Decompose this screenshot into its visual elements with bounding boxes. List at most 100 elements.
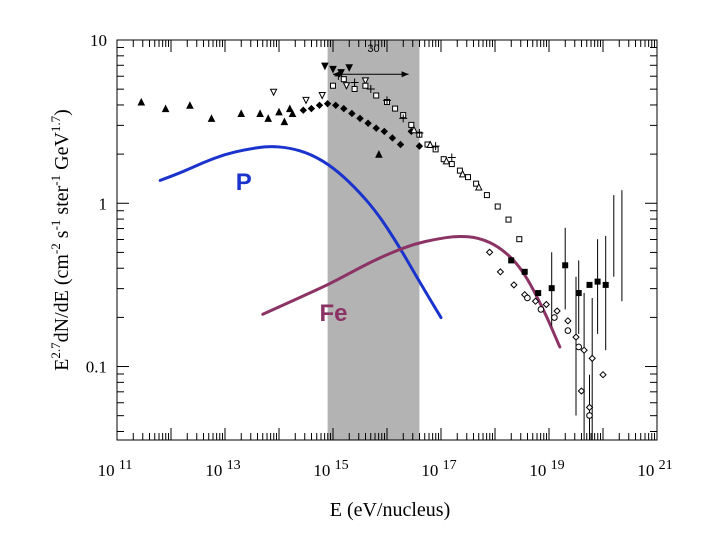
y-axis-title-part: -1 <box>48 175 63 186</box>
data-point-square <box>594 278 601 285</box>
data-point-triangle-open <box>458 169 467 178</box>
data-point-triangle-down-open <box>269 88 278 97</box>
x-tick-label: 10 11 <box>98 458 133 480</box>
data-point-triangle <box>285 104 294 113</box>
data-point-diamond <box>364 119 372 127</box>
data-point-diamond <box>348 109 356 118</box>
y-tick-label: 10 <box>90 31 107 50</box>
data-point-square <box>602 281 609 288</box>
data-point-square-open <box>330 82 336 89</box>
data-point-triangle <box>280 117 289 126</box>
y-axis-title-part: dN/dE (cm <box>51 254 73 343</box>
data-point-triangle-down-open <box>361 77 370 85</box>
data-point-diamond <box>323 99 332 108</box>
x-tick-label: 10 19 <box>529 458 564 480</box>
x-tick-base: 10 <box>98 461 119 480</box>
data-point-triangle <box>288 109 297 117</box>
y-axis-title-part: E <box>51 359 73 371</box>
data-point-triangle-down-open <box>318 92 327 100</box>
data-point-square <box>521 268 528 275</box>
data-point-diamond-open <box>585 403 594 412</box>
data-point-diamond-open <box>577 387 586 395</box>
data-point-diamond <box>307 104 316 113</box>
data-point-diamond-open <box>531 297 540 305</box>
data-point-square-open <box>373 92 380 99</box>
data-point-cross <box>350 78 359 87</box>
data-point-diamond <box>380 127 389 136</box>
x-tick-exponent: 19 <box>551 458 565 473</box>
data-point-diamond-open <box>572 333 580 341</box>
data-point-triangle <box>237 109 246 117</box>
data-point-triangle-down <box>337 69 345 77</box>
data-point-triangle-down <box>329 65 337 74</box>
data-point-diamond <box>299 106 308 114</box>
data-point-diamond <box>356 114 364 123</box>
data-point-diamond <box>372 124 380 132</box>
data-point-triangle-open <box>410 125 418 134</box>
band-arrow-head-right <box>401 71 409 78</box>
curve-label-p: P <box>236 169 252 196</box>
x-tick-label: 10 13 <box>205 458 240 480</box>
data-point-triangle <box>207 114 216 122</box>
data-point-circle-open <box>551 314 558 321</box>
y-tick-label: 0.1 <box>86 358 107 377</box>
data-points <box>137 62 623 440</box>
data-point-square-open <box>505 216 512 223</box>
data-point-square-open <box>494 203 501 210</box>
data-point-cross <box>334 71 343 80</box>
data-point-diamond-open <box>542 300 551 309</box>
x-tick-label: 10 15 <box>313 458 348 480</box>
y-axis-title-part: 2.7 <box>48 342 63 359</box>
x-tick-exponent: 15 <box>335 458 349 473</box>
data-point-circle-open <box>564 327 572 334</box>
data-point-triangle <box>137 97 146 106</box>
data-point-triangle-open <box>442 156 451 165</box>
y-tick-label: 1 <box>99 194 108 213</box>
data-point-diamond-open <box>553 307 561 315</box>
knee-band-layer: 30 <box>327 40 420 440</box>
data-point-triangle-down <box>321 62 329 71</box>
knee-band <box>327 40 420 440</box>
data-point-triangle <box>256 109 264 117</box>
curve-label-fe: Fe <box>320 300 348 327</box>
data-point-triangle-down-open <box>342 82 351 90</box>
data-point-diamond-open <box>588 354 596 363</box>
data-point-square-open <box>362 82 369 89</box>
data-point-diamond <box>415 142 424 150</box>
band-label: 30 <box>367 43 379 55</box>
y-axis-title-part: -2 <box>48 243 63 254</box>
y-axis-title-part: GeV <box>51 132 73 175</box>
x-tick-label: 10 17 <box>421 458 456 480</box>
data-point-cross <box>399 114 408 123</box>
data-point-square <box>562 262 569 269</box>
data-point-square-open <box>408 121 415 128</box>
data-point-cross <box>447 153 456 162</box>
data-point-diamond-open <box>580 346 588 354</box>
x-tick-exponent: 21 <box>659 458 673 473</box>
y-axis-title-part: ) <box>51 109 73 116</box>
data-point-square <box>586 281 593 288</box>
data-point-triangle <box>186 101 194 109</box>
x-tick-base: 10 <box>421 461 442 480</box>
x-tick-base: 10 <box>205 461 226 480</box>
x-tick-exponent: 13 <box>227 458 241 473</box>
data-point-cross <box>366 84 375 93</box>
data-point-diamond-open <box>564 317 572 325</box>
y-axis-title: E2.7dN/dE (cm-2 s-1 ster-1 GeV1.7) <box>48 109 73 371</box>
data-point-diamond-open <box>599 370 607 379</box>
data-point-square-open <box>392 105 399 112</box>
data-point-square-open <box>516 236 523 243</box>
data-point-square <box>575 290 582 297</box>
data-point-diamond <box>340 104 348 113</box>
y-axis-title-part: 1.7 <box>48 115 63 132</box>
data-point-diamond <box>315 101 324 110</box>
data-point-circle-open <box>524 294 531 302</box>
plot-frame <box>116 39 658 441</box>
data-point-circle-open <box>575 343 583 351</box>
y-axis-title-part: -1 <box>48 220 63 231</box>
data-point-square-open <box>351 85 358 92</box>
y-axis-title-part: ster <box>51 185 73 219</box>
data-point-circle-open <box>586 412 593 419</box>
